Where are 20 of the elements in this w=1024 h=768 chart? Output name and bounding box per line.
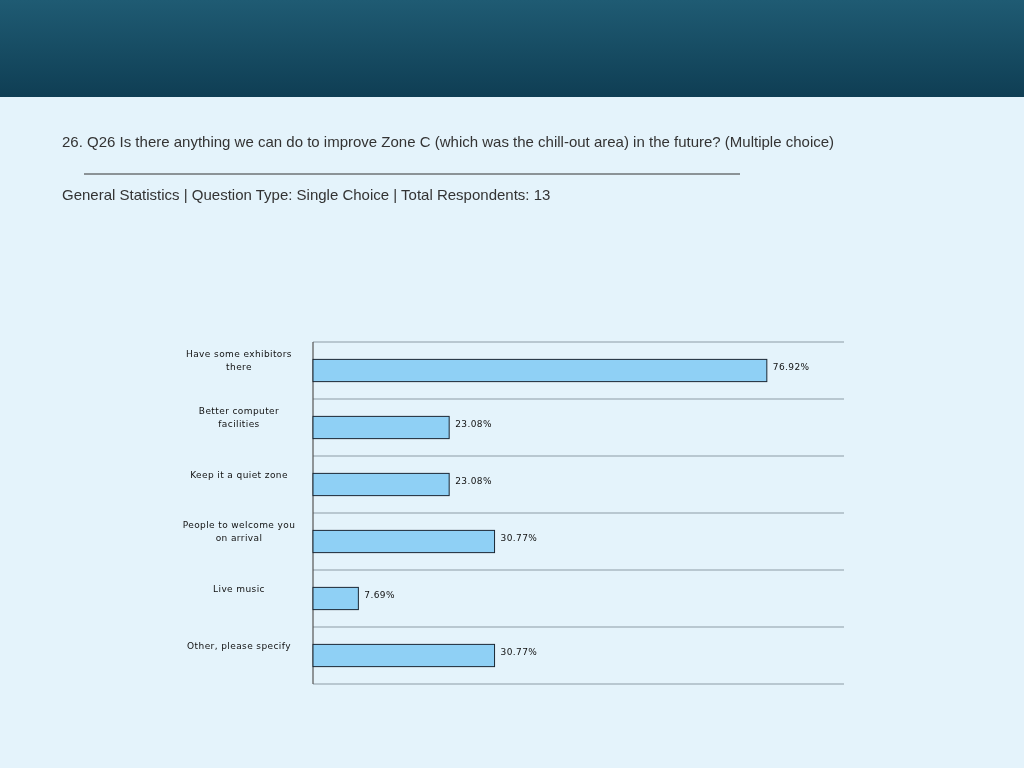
bar: [312, 472, 450, 497]
chart-subtitle: General Statistics | Question Type: Single Choice | Total Respondents: 13: [62, 186, 551, 203]
data-label: 76.92%: [772, 361, 810, 372]
data-label: 7.69%: [364, 589, 396, 600]
y-tick-label: People to welcome you on arrival: [182, 520, 296, 543]
y-tick-label: Better computer facilities: [198, 406, 280, 429]
bar: [312, 643, 496, 668]
bar: [312, 358, 768, 383]
bar: [312, 586, 359, 611]
data-label: 30.77%: [500, 532, 538, 543]
y-tick-label: Keep it a quiet zone: [190, 469, 288, 480]
bar: [312, 415, 450, 440]
y-tick-label: Have some exhibitors there: [186, 349, 292, 372]
data-label: 30.77%: [500, 646, 538, 657]
y-tick-label: Live music: [213, 583, 265, 594]
data-label: 23.08%: [455, 475, 492, 486]
chart-title: 26. Q26 Is there anything we can do to improve Zone C (which was the chill-out area) in the future? (Multiple choice): [62, 133, 835, 150]
y-tick-label: Other, please specify: [187, 640, 292, 651]
data-label: 23.08%: [455, 418, 492, 429]
bar: [312, 529, 496, 554]
